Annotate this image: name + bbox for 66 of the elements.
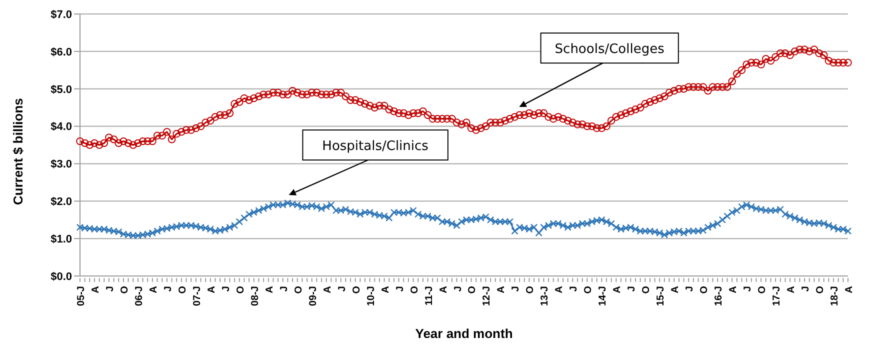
y-tick-label: $0.0	[50, 270, 72, 283]
y-axis-title: Current $ billions	[10, 98, 26, 205]
x-tick-label: O	[525, 286, 536, 294]
x-tick-label: J	[220, 286, 232, 292]
y-tick-label: $4.0	[50, 121, 72, 134]
x-tick-label: A	[90, 286, 102, 294]
x-tick-label: 16-J	[714, 286, 725, 306]
x-tick-label: J	[104, 286, 116, 292]
x-tick-label: A	[786, 286, 798, 294]
x-tick-label: O	[467, 286, 478, 294]
x-tick-label: O	[641, 286, 652, 294]
x-tick-label: J	[626, 286, 638, 292]
x-tick-label: 13-J	[540, 286, 551, 306]
x-tick-label: A	[206, 286, 218, 294]
x-tick-label: A	[844, 286, 855, 294]
x-tick-label: 15-J	[656, 286, 667, 306]
x-tick-label: 18-J	[830, 286, 841, 306]
x-tick-label: A	[554, 286, 566, 294]
text: Hospitals/Clinics	[322, 139, 429, 154]
x-tick-label: A	[612, 286, 624, 294]
x-tick-label: O	[235, 286, 246, 294]
x-tick-label: A	[438, 286, 450, 294]
y-tick-label: $2.0	[50, 196, 72, 208]
x-tick-label: 05-J	[76, 286, 87, 306]
x-tick-label: O	[409, 286, 420, 294]
text: Schools/Colleges	[554, 42, 665, 58]
x-tick-label: J	[510, 286, 522, 292]
x-tick-label: O	[757, 286, 768, 294]
y-tick-label: $1.0	[50, 233, 72, 246]
x-tick-label: A	[728, 286, 740, 294]
x-tick-label: J	[800, 286, 812, 292]
x-tick-label: J	[162, 286, 174, 292]
x-tick-label: O	[583, 286, 594, 294]
x-tick-label: 10-J	[366, 286, 377, 306]
y-tick-label: $6.0	[50, 46, 72, 58]
x-tick-label: 09-J	[308, 286, 319, 306]
x-tick-label: A	[322, 286, 334, 294]
x-tick-label: 07-J	[192, 286, 203, 306]
x-tick-label: A	[264, 286, 276, 294]
x-tick-label: O	[119, 286, 130, 294]
x-tick-label: 17-J	[772, 286, 783, 306]
x-tick-label: 06-J	[134, 286, 145, 306]
x-tick-label: J	[742, 286, 754, 292]
x-tick-label: 12-J	[482, 286, 493, 306]
y-tick-label: $5.0	[50, 84, 72, 96]
y-tick-label: $3.0	[50, 158, 72, 171]
x-tick-label: J	[278, 286, 290, 292]
x-tick-label: A	[380, 286, 392, 294]
x-tick-label: J	[568, 286, 580, 292]
x-tick-label: J	[684, 286, 696, 292]
x-tick-label: 11-J	[424, 286, 435, 306]
x-tick-label: A	[496, 286, 508, 294]
x-tick-label: 08-J	[250, 286, 261, 306]
x-tick-label: A	[148, 286, 160, 294]
x-tick-label: J	[394, 286, 406, 292]
x-tick-label: J	[336, 286, 348, 292]
x-tick-label: O	[699, 286, 710, 294]
x-tick-label: O	[815, 286, 826, 294]
x-tick-label: J	[452, 286, 464, 292]
x-tick-label: O	[177, 286, 188, 294]
x-axis-title: Year and month	[415, 326, 513, 341]
y-tick-label: $7.0	[50, 8, 72, 21]
x-tick-label: O	[351, 286, 362, 294]
x-tick-label: 14-J	[598, 286, 609, 306]
x-tick-label: O	[293, 286, 304, 294]
x-tick-label: A	[670, 286, 682, 294]
